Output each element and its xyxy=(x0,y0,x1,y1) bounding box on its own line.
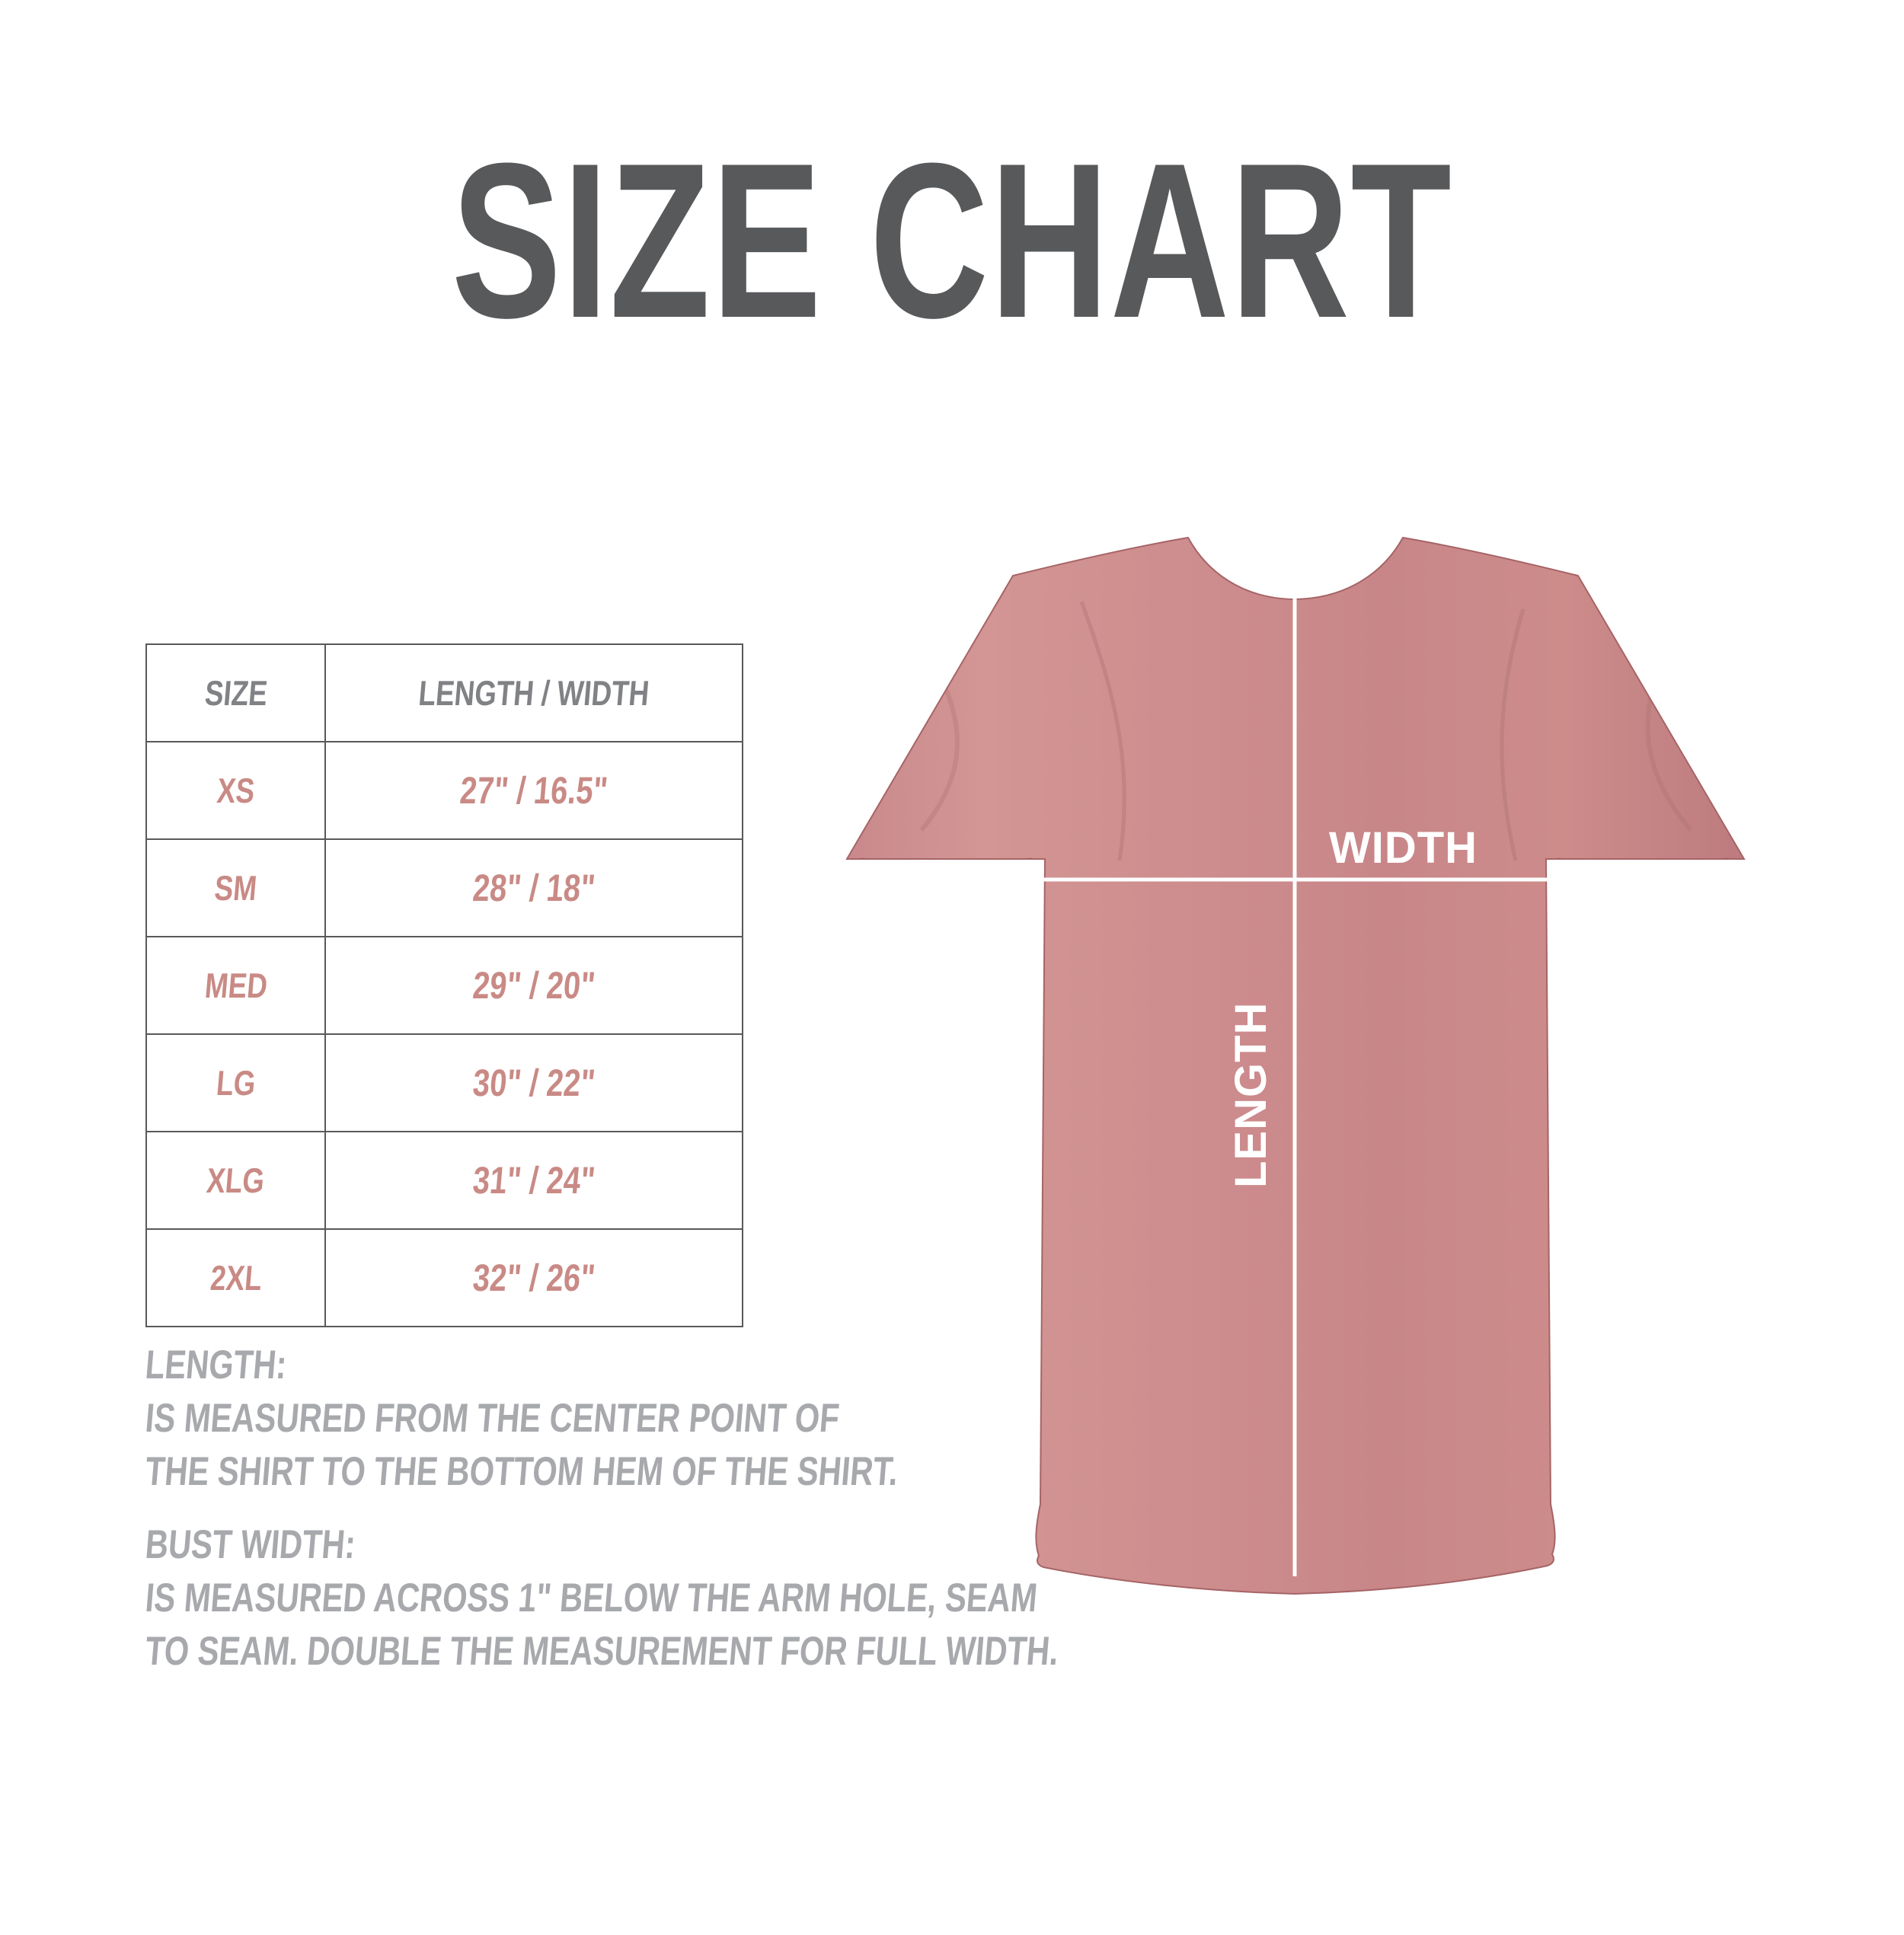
svg-text:WIDTH: WIDTH xyxy=(1329,823,1478,873)
svg-text:LENGTH: LENGTH xyxy=(1226,1002,1276,1188)
